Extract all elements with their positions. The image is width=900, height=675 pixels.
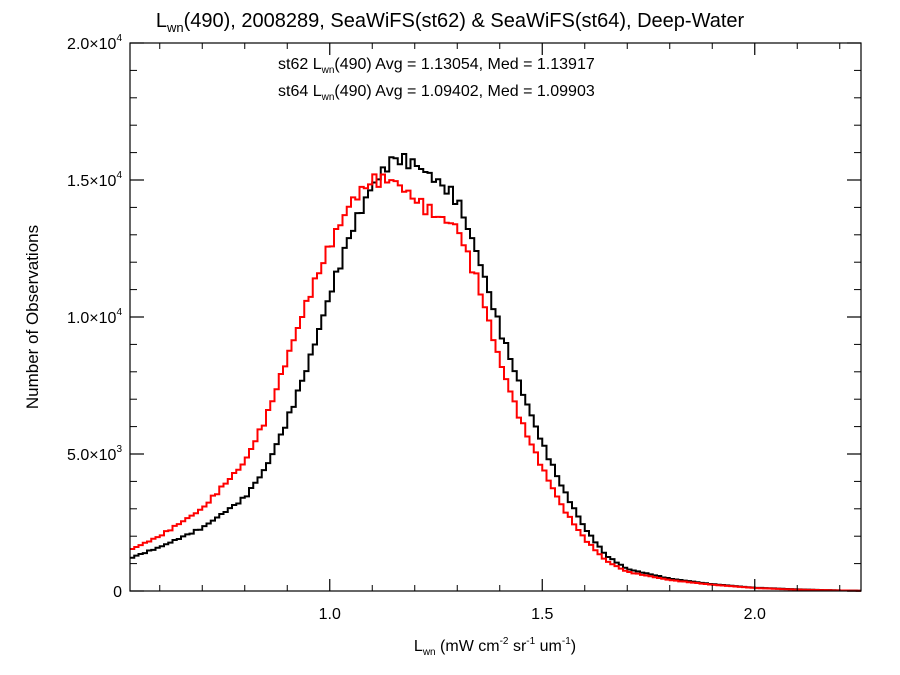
x-axis-label-sub: wn xyxy=(422,647,436,658)
legend-st64-prefix: st64 L xyxy=(278,83,322,100)
x-tick-label: 1.5 xyxy=(531,606,553,623)
x-axis-label-s1: -2 xyxy=(500,636,509,647)
x-axis-label-s2: -1 xyxy=(526,636,535,647)
legend-st62-sub: wn xyxy=(321,65,335,76)
legend-st64-suffix: (490) Avg = 1.09402, Med = 1.09903 xyxy=(334,83,594,100)
chart-title-sub: wn xyxy=(166,20,184,35)
series-line-0 xyxy=(130,153,861,592)
y-tick-label: 2.0×104 xyxy=(67,33,122,53)
y-tick-label: 0 xyxy=(113,584,122,601)
x-tick-label: 1.0 xyxy=(319,606,341,623)
tick-layer: 1.0 1.5 2.0 0 5.0×103 1.0×104 1.5×104 2.0×104 xyxy=(67,33,861,623)
x-axis-label-main: L xyxy=(414,638,423,655)
series-layer xyxy=(130,153,861,592)
legend-entry-st62: st62 Lwn(490) Avg = 1.13054, Med = 1.139… xyxy=(278,56,595,76)
y-axis-label: Number of Observations xyxy=(23,225,42,409)
y-axis-title: Number of Observations xyxy=(23,225,42,409)
legend-st62-suffix: (490) Avg = 1.13054, Med = 1.13917 xyxy=(334,56,594,73)
svg-text:Lwn (mW cm-2 sr-1 um-1): Lwn (mW cm-2 sr-1 um-1) xyxy=(414,636,576,658)
x-axis-label-p1: (mW cm xyxy=(436,638,500,655)
x-axis-label-s3: -1 xyxy=(562,636,571,647)
x-axis-label-p2: sr xyxy=(509,638,527,655)
legend-entry-st64: st64 Lwn(490) Avg = 1.09402, Med = 1.099… xyxy=(278,83,595,103)
legend-st64-sub: wn xyxy=(321,92,335,103)
svg-text:Lwn(490), 2008289, SeaWiFS(st6: Lwn(490), 2008289, SeaWiFS(st62) & SeaWi… xyxy=(156,10,745,35)
legend-st62-prefix: st62 L xyxy=(278,56,322,73)
chart-title-rest: (490), 2008289, SeaWiFS(st62) & SeaWiFS(… xyxy=(184,10,745,32)
chart-title-main: L xyxy=(156,10,167,32)
y-tick-label: 5.0×103 xyxy=(67,444,122,464)
x-axis-label-p4: ) xyxy=(571,638,576,655)
series-line-1 xyxy=(130,173,861,592)
chart-title: Lwn(490), 2008289, SeaWiFS(st62) & SeaWi… xyxy=(156,10,745,35)
x-axis-label: Lwn (mW cm-2 sr-1 um-1) xyxy=(414,636,576,658)
x-axis-label-p3: um xyxy=(535,638,562,655)
legend: st62 Lwn(490) Avg = 1.13054, Med = 1.139… xyxy=(278,56,595,103)
y-tick-label: 1.5×104 xyxy=(67,170,122,190)
y-tick-label: 1.0×104 xyxy=(67,307,122,327)
x-tick-label: 2.0 xyxy=(744,606,766,623)
